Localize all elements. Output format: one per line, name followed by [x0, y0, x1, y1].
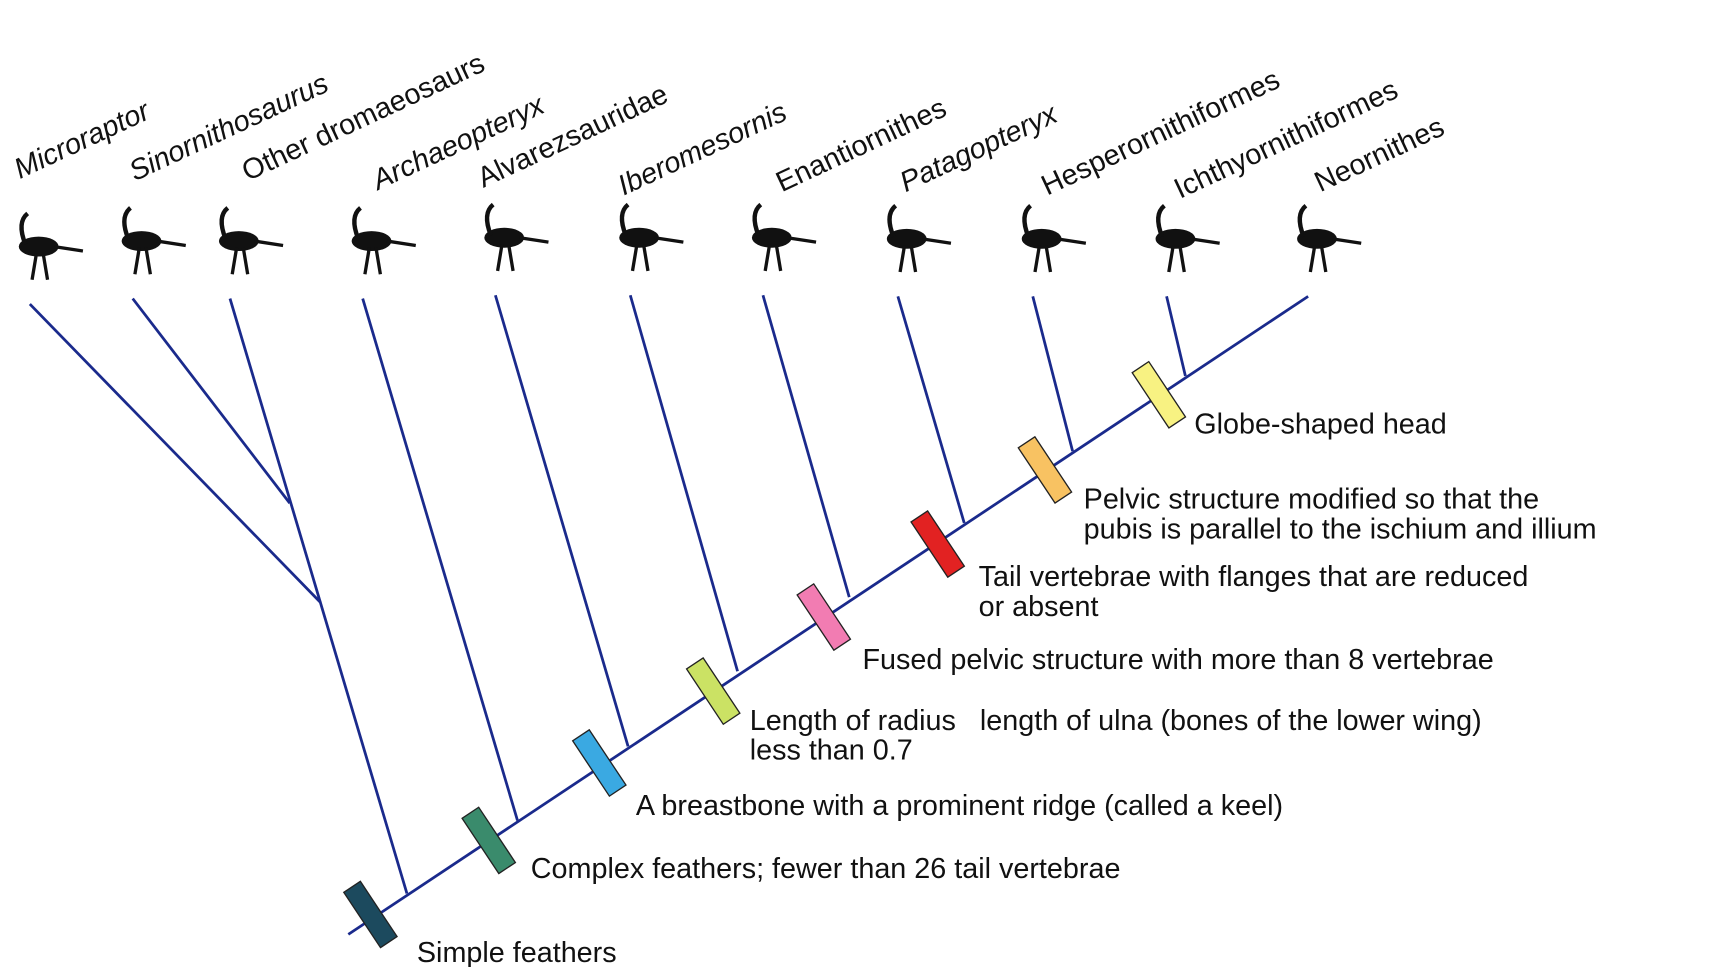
trait-label: Pelvic structure modified so that the [1084, 484, 1539, 516]
trait-label: Complex feathers; fewer than 26 tail ver… [531, 853, 1121, 885]
trait-label: pubis is parallel to the ischium and ill… [1084, 514, 1597, 546]
trait-label: Length of radius length of ulna (bones o… [750, 705, 1482, 737]
trait-label: Simple feathers [417, 937, 617, 967]
trait-label: or absent [979, 591, 1099, 623]
trait-label: less than 0.7 [750, 735, 913, 767]
trait-label: A breastbone with a prominent ridge (cal… [636, 790, 1283, 822]
trait-label: Fused pelvic structure with more than 8 … [863, 644, 1494, 676]
cladogram: MicroraptorSinornithosaurusOther dromaeo… [0, 0, 1725, 967]
trait-label: Tail vertebrae with flanges that are red… [979, 561, 1529, 593]
trait-label: Globe-shaped head [1194, 408, 1447, 440]
